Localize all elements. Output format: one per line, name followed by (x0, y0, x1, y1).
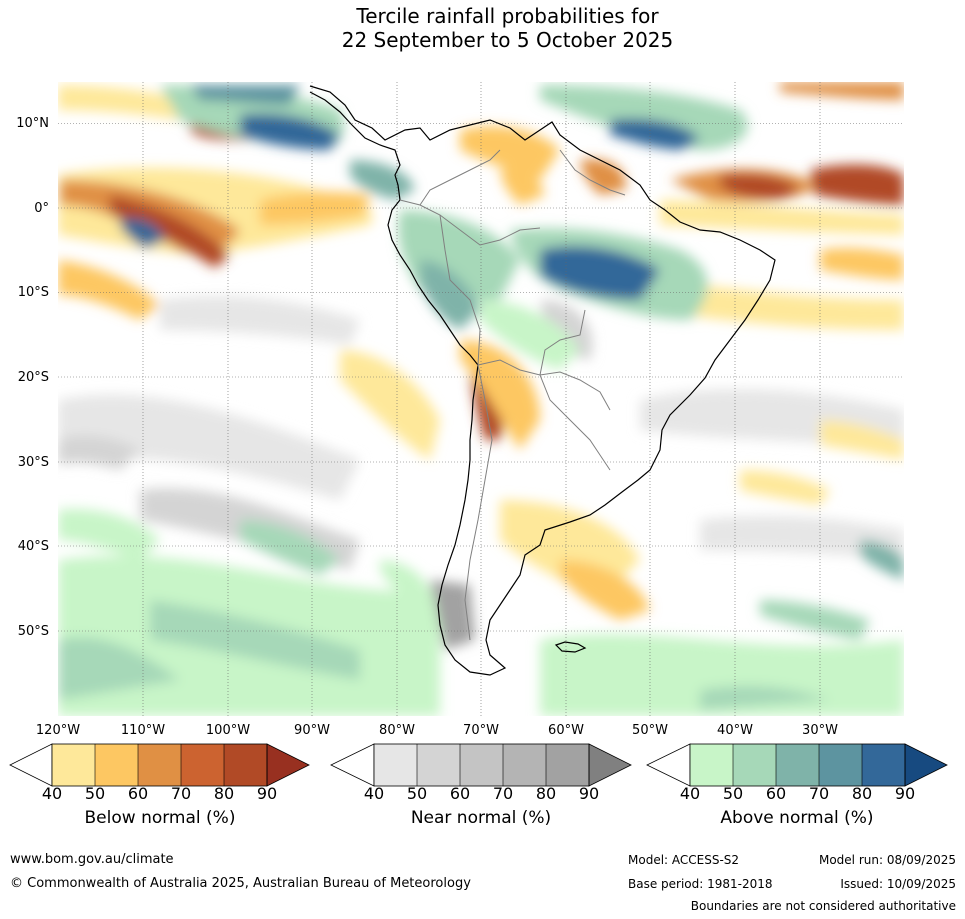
cb-above-tick: 70 (808, 784, 830, 803)
cb-below-title: Below normal (%) (84, 808, 236, 828)
footer-url[interactable]: www.bom.gov.au/climate (10, 852, 174, 867)
lon-label-40w: 40°W (717, 723, 753, 738)
map-title: Tercile rainfall probabilities for 22 Se… (0, 4, 965, 52)
lon-label-80w: 80°W (379, 723, 415, 738)
lat-label-0: 0° (34, 201, 49, 216)
colorbar-below-normal (9, 743, 310, 787)
cb-above-tick: 80 (851, 784, 873, 803)
cb-near-tick: 70 (492, 784, 514, 803)
south-america-coastline (309, 85, 776, 676)
lon-label-90w: 90°W (294, 723, 330, 738)
lat-label-10n: 10°N (16, 116, 49, 131)
colorbar-near-normal (330, 743, 632, 787)
cb-above-tick: 40 (679, 784, 701, 803)
lon-label-30w: 30°W (802, 723, 838, 738)
cb-above-tick: 50 (722, 784, 744, 803)
lon-label-50w: 50°W (632, 723, 668, 738)
footer-base-period: Base period: 1981-2018 (628, 877, 773, 891)
lat-label-10s: 10°S (17, 285, 49, 300)
cb-near-tick: 50 (406, 784, 428, 803)
lat-label-20s: 20°S (17, 370, 49, 385)
falkland-islands (554, 641, 587, 653)
cb-below-tick: 80 (213, 784, 235, 803)
lat-label-50s: 50°S (17, 624, 49, 639)
footer-model: Model: ACCESS-S2 (628, 853, 740, 867)
cb-below-tick: 60 (127, 784, 149, 803)
footer-copyright: © Commonwealth of Australia 2025, Austra… (10, 876, 471, 891)
footer-disclaimer: Boundaries are not considered authoritat… (690, 899, 956, 913)
cb-near-title: Near normal (%) (410, 808, 552, 828)
title-line-2: 22 September to 5 October 2025 (341, 28, 674, 52)
lon-label-120w: 120°W (35, 723, 81, 738)
cb-near-tick: 40 (363, 784, 385, 803)
footer-issued: Issued: 10/09/2025 (840, 877, 956, 891)
lon-label-110w: 110°W (120, 723, 166, 738)
probability-shading (58, 82, 904, 716)
lon-label-70w: 70°W (463, 723, 499, 738)
cb-above-title: Above normal (%) (720, 808, 874, 828)
cb-above-tick: 90 (894, 784, 916, 803)
cb-below-tick: 70 (170, 784, 192, 803)
cb-below-tick: 40 (41, 784, 63, 803)
cb-below-tick: 50 (84, 784, 106, 803)
map-area (58, 82, 904, 716)
lon-label-60w: 60°W (548, 723, 584, 738)
lat-label-40s: 40°S (17, 539, 49, 554)
cb-near-tick: 90 (578, 784, 600, 803)
cb-above-tick: 60 (765, 784, 787, 803)
title-line-1: Tercile rainfall probabilities for (356, 4, 659, 28)
lon-label-100w: 100°W (205, 723, 251, 738)
cb-near-tick: 80 (535, 784, 557, 803)
cb-below-tick: 90 (256, 784, 278, 803)
colorbar-above-normal (646, 743, 948, 787)
lat-label-30s: 30°S (17, 455, 49, 470)
cb-near-tick: 60 (449, 784, 471, 803)
country-boundaries (399, 149, 626, 641)
footer-model-run: Model run: 08/09/2025 (818, 853, 956, 867)
